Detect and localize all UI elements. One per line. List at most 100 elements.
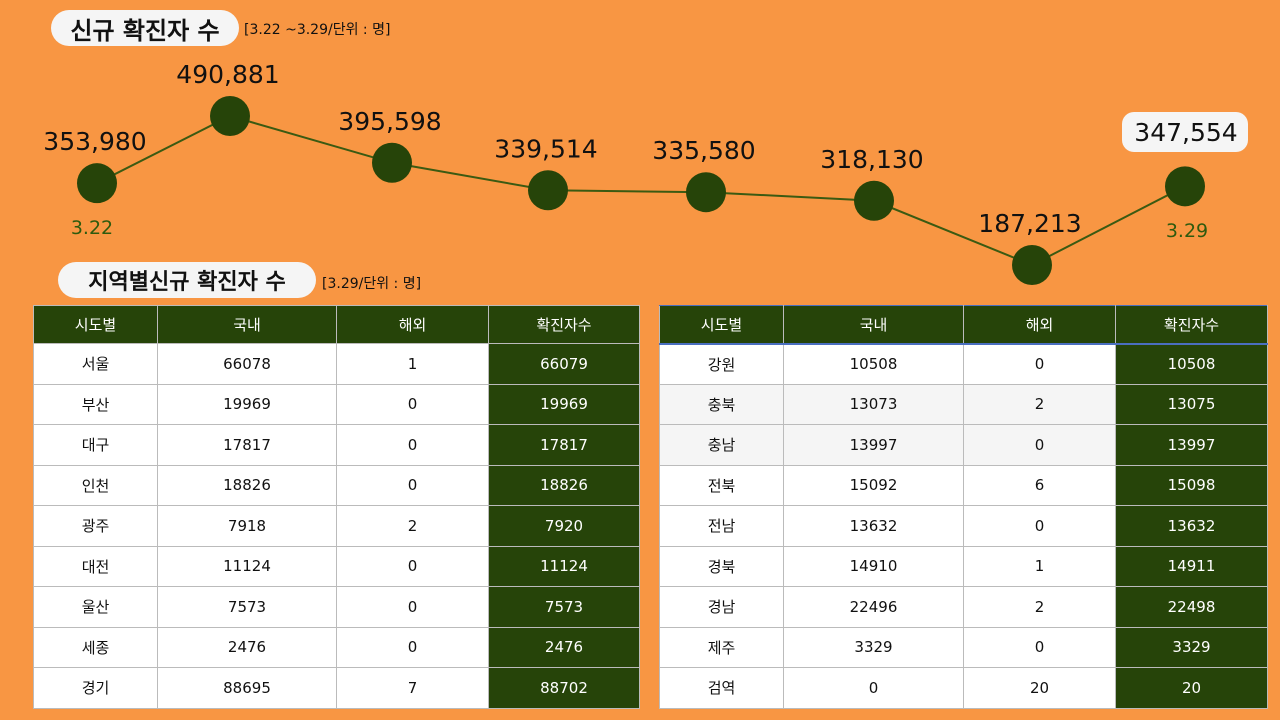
data-label: 339,514 (494, 134, 597, 163)
cell-domestic: 15092 (783, 464, 964, 506)
highlight-label-bg (1122, 112, 1248, 152)
cell-region: 울산 (33, 586, 158, 628)
table-row: 강원 10508 0 10508 (659, 343, 1268, 385)
cell-overseas: 0 (963, 424, 1116, 466)
table-row: 울산 7573 0 7573 (33, 586, 640, 628)
cell-region: 서울 (33, 343, 158, 385)
cell-domestic: 7918 (157, 505, 337, 547)
cell-domestic: 10508 (783, 343, 964, 385)
cell-overseas: 1 (963, 545, 1116, 587)
series-line (96, 114, 1186, 267)
header-region: 시도별 (659, 305, 784, 345)
cell-total: 88702 (488, 667, 640, 709)
header-overseas: 해외 (963, 305, 1116, 345)
cell-total: 3329 (1115, 626, 1268, 668)
table-row: 서울 66078 1 66079 (33, 343, 640, 385)
cell-total: 7920 (488, 505, 640, 547)
data-point (77, 163, 117, 204)
cell-domestic: 17817 (157, 424, 337, 466)
cell-domestic: 14910 (783, 545, 964, 587)
cell-domestic: 3329 (783, 626, 964, 668)
cell-region: 광주 (33, 505, 158, 547)
data-point (1012, 245, 1052, 285)
cell-total: 17817 (488, 424, 640, 466)
region-table-right: 시도별 국내 해외 확진자수 강원 10508 0 10508 충북 13073 2 1307… (659, 305, 1268, 709)
header-total: 확진자수 (488, 305, 640, 344)
cell-total: 10508 (1115, 343, 1268, 385)
header-domestic: 국내 (157, 305, 337, 344)
cell-domestic: 13073 (783, 383, 964, 425)
cell-domestic: 18826 (157, 464, 337, 506)
x-tick-label: 3.29 (1166, 220, 1208, 242)
data-label: 395,598 (338, 107, 441, 136)
header-region: 시도별 (33, 305, 158, 344)
table-row: 충남 13997 0 13997 (659, 424, 1268, 466)
cell-region: 충북 (659, 383, 784, 425)
cell-region: 경남 (659, 586, 784, 628)
chart-subtitle: [3.22 ~3.29/단위 : 명] (244, 22, 391, 38)
data-label: 490,881 (176, 60, 279, 89)
region-subtitle: [3.29/단위 : 명] (322, 276, 422, 292)
table-row: 충북 13073 2 13075 (659, 383, 1268, 425)
cell-domestic: 2476 (157, 626, 337, 668)
table-row: 광주 7918 2 7920 (33, 505, 640, 547)
cell-overseas: 0 (336, 545, 489, 587)
cell-total: 22498 (1115, 586, 1268, 628)
cell-region: 전북 (659, 464, 784, 506)
cell-total: 19969 (488, 383, 640, 425)
cell-region: 충남 (659, 424, 784, 466)
data-label: 187,213 (978, 209, 1081, 238)
cell-domestic: 13997 (783, 424, 964, 466)
data-point (372, 142, 412, 183)
data-point (686, 172, 726, 213)
cell-total: 7573 (488, 586, 640, 628)
cell-total: 66079 (488, 343, 640, 385)
table-row: 경기 88695 7 88702 (33, 667, 640, 709)
cell-domestic: 19969 (157, 383, 337, 425)
cell-domestic: 88695 (157, 667, 337, 709)
table-row: 경북 14910 1 14911 (659, 545, 1268, 587)
region-title: 지역별신규 확진자 수 (58, 262, 316, 298)
cell-overseas: 7 (336, 667, 489, 709)
x-tick-label: 3.22 (71, 217, 113, 239)
cell-domestic: 11124 (157, 545, 337, 587)
cell-overseas: 2 (963, 383, 1116, 425)
cell-overseas: 6 (963, 464, 1116, 506)
cell-overseas: 0 (336, 626, 489, 668)
table-row: 전북 15092 6 15098 (659, 464, 1268, 506)
cell-domestic: 13632 (783, 505, 964, 547)
table-row: 제주 3329 0 3329 (659, 626, 1268, 668)
cell-region: 검역 (659, 667, 784, 709)
cell-overseas: 0 (963, 343, 1116, 385)
cell-overseas: 0 (336, 586, 489, 628)
table-row: 세종 2476 0 2476 (33, 626, 640, 668)
header-total: 확진자수 (1115, 305, 1268, 345)
cell-overseas: 0 (963, 626, 1116, 668)
data-label: 318,130 (820, 145, 923, 174)
cell-overseas: 0 (336, 464, 489, 506)
cell-total: 13075 (1115, 383, 1268, 425)
cell-domestic: 0 (783, 667, 964, 709)
table-row: 부산 19969 0 19969 (33, 383, 640, 425)
data-label: 353,980 (43, 127, 146, 156)
cell-total: 11124 (488, 545, 640, 587)
table-row: 전남 13632 0 13632 (659, 505, 1268, 547)
cell-total: 15098 (1115, 464, 1268, 506)
region-table-left: 시도별 국내 해외 확진자수 서울 66078 1 66079 부산 19969 0 1996… (33, 305, 640, 709)
cell-overseas: 0 (336, 383, 489, 425)
cell-overseas: 2 (963, 586, 1116, 628)
cell-total: 13632 (1115, 505, 1268, 547)
cell-region: 부산 (33, 383, 158, 425)
data-point (1165, 166, 1205, 207)
data-label: 335,580 (652, 136, 755, 165)
cell-overseas: 1 (336, 343, 489, 385)
cell-overseas: 2 (336, 505, 489, 547)
table-row: 대전 11124 0 11124 (33, 545, 640, 587)
table-row: 검역 0 20 20 (659, 667, 1268, 709)
data-label: 347,554 (1134, 118, 1237, 147)
chart-title: 신규 확진자 수 (51, 10, 239, 46)
cell-region: 전남 (659, 505, 784, 547)
header-domestic: 국내 (783, 305, 964, 345)
table-row: 인천 18826 0 18826 (33, 464, 640, 506)
cell-total: 2476 (488, 626, 640, 668)
